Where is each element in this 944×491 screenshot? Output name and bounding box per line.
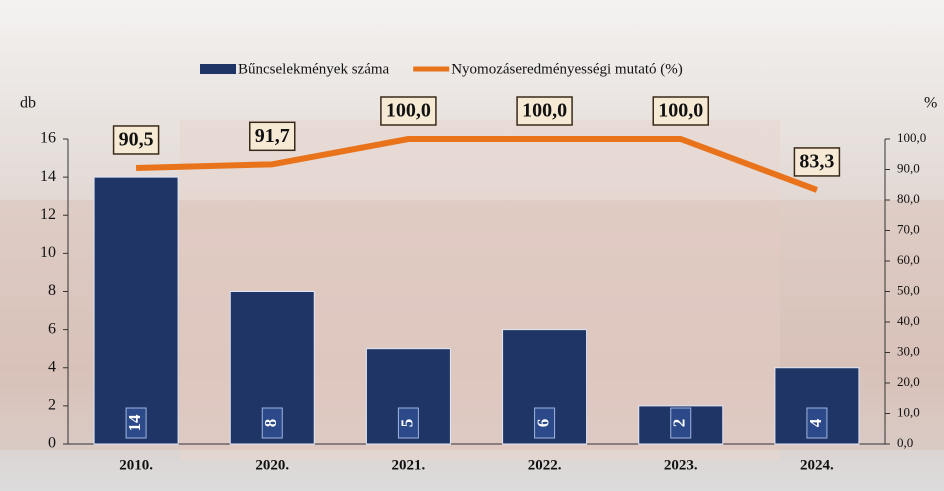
y-tick-label: 2 xyxy=(48,397,56,414)
y2-tick-label: 90,0 xyxy=(897,160,920,175)
y2-tick-label: 10,0 xyxy=(897,404,920,419)
y-tick-label: 10 xyxy=(40,244,56,261)
x-tick-label: 2020. xyxy=(255,457,289,473)
value-label-box xyxy=(652,96,709,126)
bar-label-box xyxy=(261,407,283,439)
y2-tick-label: 70,0 xyxy=(897,221,920,236)
y-axis-title: db xyxy=(20,95,36,112)
x-tick-label: 2024. xyxy=(800,457,834,473)
value-label: 100,0 xyxy=(386,100,431,122)
y2-tick-label: 80,0 xyxy=(897,191,920,206)
bar-label: 4 xyxy=(806,418,825,427)
y-tick-label: 12 xyxy=(40,206,56,223)
value-label: 100,0 xyxy=(658,100,703,122)
value-label: 90,5 xyxy=(119,129,154,151)
y2-tick-label: 30,0 xyxy=(897,343,920,358)
x-tick-label: 2010. xyxy=(119,457,153,473)
value-label: 100,0 xyxy=(522,100,567,122)
y2-tick-label: 100,0 xyxy=(897,130,926,145)
y-tick-label: 6 xyxy=(48,320,56,337)
y2-tick-label: 20,0 xyxy=(897,374,920,389)
legend-label: Nyomozáseredményességi mutató (%) xyxy=(451,61,683,77)
legend-swatch xyxy=(200,64,236,74)
value-label-box xyxy=(249,121,296,152)
value-label: 83,3 xyxy=(799,151,834,173)
x-tick-label: 2023. xyxy=(664,457,698,473)
y2-tick-label: 40,0 xyxy=(897,313,920,328)
bar-label: 6 xyxy=(533,419,552,428)
bar-label-box xyxy=(806,407,828,439)
bar-label: 8 xyxy=(261,419,280,428)
x-tick-label: 2022. xyxy=(528,457,562,473)
y-tick-label: 14 xyxy=(40,168,56,185)
y2-tick-label: 0,0 xyxy=(897,435,913,450)
y-tick-label: 0 xyxy=(48,435,56,452)
value-label-box xyxy=(516,96,573,126)
bar-label: 5 xyxy=(397,419,416,428)
legend-label: Bűncselekmények száma xyxy=(238,61,390,77)
value-label: 91,7 xyxy=(255,125,290,147)
bar-label: 14 xyxy=(125,414,144,432)
bar-label: 2 xyxy=(670,419,689,428)
y2-tick-label: 60,0 xyxy=(897,252,920,267)
value-label-box xyxy=(380,96,437,126)
line xyxy=(136,136,818,193)
value-label-box xyxy=(112,125,160,155)
bar-label-box xyxy=(397,407,419,439)
y-tick-label: 8 xyxy=(48,282,56,299)
y-tick-label: 16 xyxy=(40,130,56,147)
bar xyxy=(93,176,179,445)
y2-tick-label: 50,0 xyxy=(897,282,920,297)
bar-label-box xyxy=(670,407,692,439)
y-tick-label: 4 xyxy=(48,358,56,375)
y2-axis-title: % xyxy=(924,95,937,112)
bar-label-box xyxy=(534,407,556,439)
bar-label-box xyxy=(125,407,147,439)
x-tick-label: 2021. xyxy=(392,457,426,473)
value-label-box xyxy=(793,147,841,177)
